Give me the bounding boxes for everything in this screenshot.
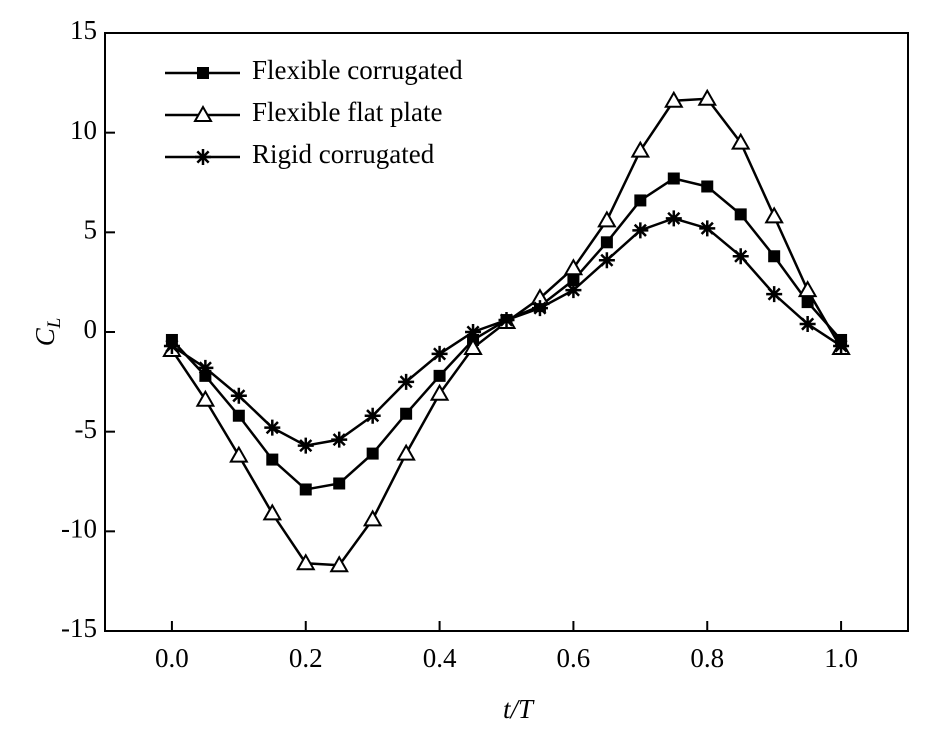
data-point [262,503,283,521]
data-point [563,258,584,276]
x-tick-label: 1.0 [824,643,858,673]
data-point [264,419,281,436]
data-point [634,194,647,207]
data-point [400,407,413,420]
data-point [667,172,680,185]
data-point [433,369,446,382]
y-axis-label-sub: L [44,318,65,330]
data-point [632,222,649,239]
data-point [531,300,548,317]
legend-marker [197,67,209,79]
legend-label: Flexible corrugated [252,55,463,85]
y-tick-label: 5 [84,215,98,245]
data-point [299,483,312,496]
data-point [734,208,747,221]
data-point [567,274,580,287]
data-point [429,383,450,401]
data-point [801,296,814,309]
data-point [833,337,850,354]
data-point [598,252,615,269]
legend-label: Rigid corrugated [252,139,435,169]
data-point [664,90,684,108]
y-tick-label: -10 [61,514,97,544]
data-point [665,210,682,227]
data-point [766,286,783,303]
data-point [398,373,415,390]
x-tick-label: 0.4 [423,643,457,673]
y-axis-label-main: C [30,327,60,346]
data-point [232,409,245,422]
y-tick-label: -15 [61,613,97,643]
data-point [331,431,348,448]
data-point [431,345,448,362]
data-point [630,140,651,158]
data-point [600,236,613,249]
data-point [699,220,716,237]
data-point [296,553,316,571]
data-point [465,324,482,340]
y-tick-label: 0 [84,314,98,344]
data-point [730,132,751,150]
data-point [329,555,349,573]
data-point [197,359,214,376]
data-point [597,210,617,228]
y-tick-label: -5 [75,414,98,444]
data-point [764,206,784,224]
data-point [799,316,816,333]
plot-frame [104,32,909,632]
data-point [732,248,749,265]
data-point [195,389,216,407]
data-point [297,437,314,454]
x-tick-label: 0.8 [690,643,724,673]
series-line [171,177,843,491]
data-point [697,88,717,106]
x-tick-label: 0.2 [289,643,323,673]
x-axis-label: t/T [503,694,535,724]
data-point [797,280,818,298]
data-point [463,337,483,355]
y-axis-label: CL [30,318,65,347]
data-point [362,509,383,527]
data-point [565,282,582,299]
data-point [364,407,381,424]
data-point [701,180,714,193]
data-point [230,387,247,404]
x-tick-label: 0.6 [557,643,591,673]
data-point [366,447,379,460]
data-point [768,250,781,263]
y-tick-label: 10 [70,115,97,145]
data-point [498,312,515,329]
data-point [229,445,249,463]
data-point [396,443,416,461]
data-point [163,337,180,354]
legend-marker [193,104,213,122]
data-point [333,477,346,490]
data-point [266,453,279,466]
x-tick-label: 0.0 [155,643,189,673]
legend-label: Flexible flat plate [252,97,442,127]
y-tick-label: 15 [70,15,97,45]
legend-marker [195,149,211,165]
